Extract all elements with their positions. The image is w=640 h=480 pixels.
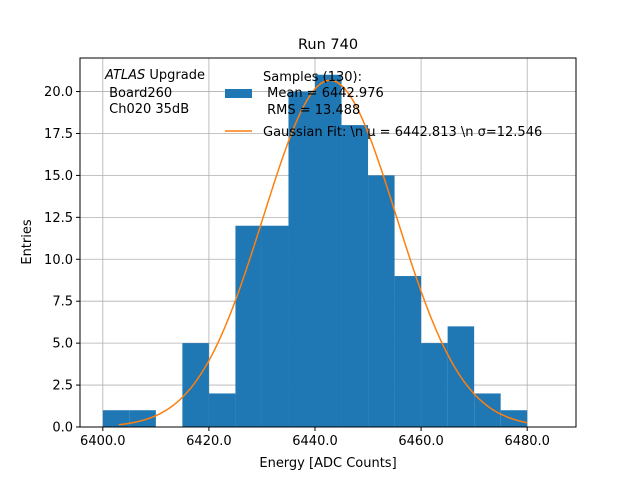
x-tick-label: 6400.0 xyxy=(80,434,126,449)
chart-title: Run 740 xyxy=(298,37,358,53)
plot-frame xyxy=(79,57,577,428)
histogram-bar xyxy=(261,225,289,427)
histogram-bar xyxy=(315,74,342,427)
histogram-bar xyxy=(235,225,262,427)
y-tick-label: 2.5 xyxy=(52,379,73,394)
legend: Samples (130): Mean = 6442.976 RMS = 13.… xyxy=(225,70,542,140)
histogram-bar xyxy=(368,175,395,427)
legend-histogram-line-3: RMS = 13.488 xyxy=(263,103,360,118)
upgrade-label: Upgrade xyxy=(145,68,205,83)
histogram-bar xyxy=(500,410,528,427)
x-tick-label: 6460.0 xyxy=(398,434,444,449)
x-tick-label: 6420.0 xyxy=(186,434,232,449)
x-tick-label: 6480.0 xyxy=(504,434,550,449)
board-label: Board260 xyxy=(105,86,172,101)
legend-histogram-line-2: Mean = 6442.976 xyxy=(263,86,384,101)
legend-histogram-patch xyxy=(225,89,252,98)
svg-text:ATLAS Upgrade: ATLAS Upgrade xyxy=(104,68,205,83)
histogram-bar xyxy=(102,410,130,427)
histogram-bar xyxy=(182,343,209,427)
atlas-annotation: ATLAS Upgrade Board260 Ch020 35dB xyxy=(104,68,205,117)
histogram-bar xyxy=(341,125,369,427)
atlas-label: ATLAS xyxy=(104,68,145,83)
y-tick-label: 0.0 xyxy=(52,421,73,436)
histogram-bar xyxy=(394,276,422,427)
legend-histogram-line-1: Samples (130): xyxy=(263,70,362,85)
y-tick-label: 10.0 xyxy=(44,253,73,268)
histogram-bar xyxy=(208,393,236,427)
channel-label: Ch020 35dB xyxy=(105,102,189,117)
x-axis-ticks: 6400.0 6420.0 6440.0 6460.0 6480.0 xyxy=(80,427,550,449)
y-tick-label: 17.5 xyxy=(44,127,73,142)
y-axis-ticks: 0.0 2.5 5.0 7.5 10.0 12.5 15.0 17.5 20.0 xyxy=(44,85,80,436)
histogram-bar xyxy=(421,343,448,427)
y-tick-label: 5.0 xyxy=(52,337,73,352)
legend-fit-label: Gaussian Fit: \n μ = 6442.813 \n σ=12.54… xyxy=(263,125,542,140)
y-tick-label: 7.5 xyxy=(52,295,73,310)
y-tick-label: 12.5 xyxy=(44,211,73,226)
histogram-bar xyxy=(288,91,316,427)
gaussian-fit-line xyxy=(118,79,528,426)
x-tick-label: 6440.0 xyxy=(292,434,338,449)
y-axis-label: Entries xyxy=(20,219,35,265)
y-tick-label: 15.0 xyxy=(44,169,73,184)
x-axis-label: Energy [ADC Counts] xyxy=(259,456,396,471)
histogram-bars xyxy=(102,74,528,427)
y-tick-label: 20.0 xyxy=(44,85,73,100)
histogram-bar xyxy=(129,410,156,427)
